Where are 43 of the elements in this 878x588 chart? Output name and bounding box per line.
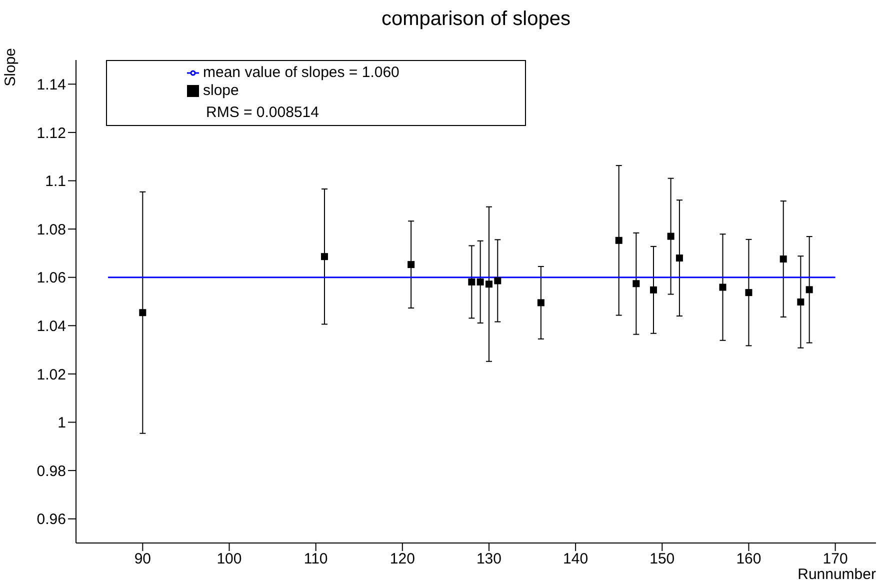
point: [494, 277, 502, 284]
y-tick-label: 1.02: [36, 366, 66, 384]
y-tick-label: 1.1: [45, 173, 66, 190]
chart-title: comparison of slopes: [380, 8, 572, 31]
y-tick-label: 1.12: [36, 124, 66, 142]
y-tick-label: 1: [58, 414, 66, 432]
legend-label: mean value of slopes = 1.060: [203, 64, 400, 81]
y-tick-label: 1.08: [36, 221, 66, 238]
x-tick-label: 140: [563, 550, 588, 568]
point: [468, 278, 476, 286]
point: [650, 286, 657, 294]
point: [139, 309, 146, 316]
legend-label: slope: [203, 82, 239, 99]
x-axis-title: Runnumber: [798, 566, 876, 583]
x-tick-label: 110: [304, 550, 328, 568]
point: [537, 299, 544, 306]
point: [780, 255, 787, 262]
x-tick-label: 100: [216, 550, 242, 568]
annotation: RMS = 0.008514: [206, 104, 319, 123]
y-tick-label: 0.98: [36, 462, 66, 480]
x-tick-label: 160: [736, 550, 762, 568]
y-tick-label: 1.14: [36, 76, 66, 94]
x-tick-label: 150: [650, 550, 675, 568]
point: [476, 278, 484, 286]
point: [632, 280, 640, 288]
y-tick-label: 1.04: [36, 318, 66, 335]
point: [408, 261, 415, 268]
y-axis-title: Slope: [2, 48, 19, 88]
point: [745, 289, 752, 296]
x-tick-label: 90: [134, 550, 152, 568]
point: [667, 232, 674, 240]
x-tick-label: 130: [476, 550, 502, 568]
point: [320, 253, 328, 260]
point: [719, 284, 726, 291]
point: [485, 280, 492, 288]
y-tick-label: 0.96: [36, 511, 66, 528]
point: [797, 298, 804, 306]
y-tick-label: 1.06: [36, 270, 66, 287]
point: [676, 254, 683, 262]
point: [615, 236, 622, 244]
x-tick-label: 120: [390, 550, 415, 568]
point: [806, 286, 813, 294]
x-tick-label: 170: [822, 550, 848, 568]
